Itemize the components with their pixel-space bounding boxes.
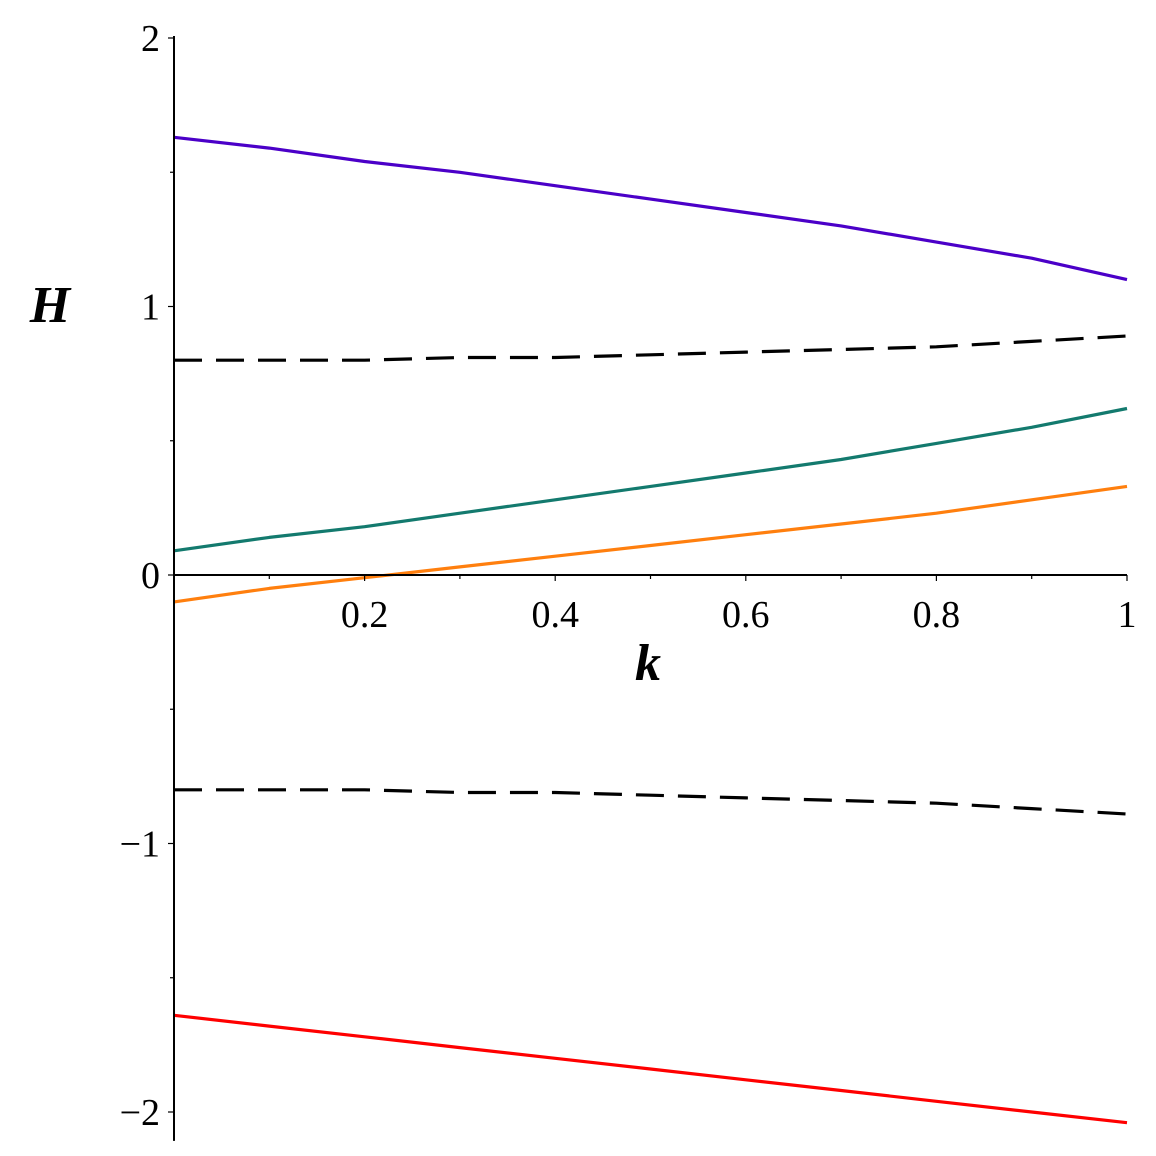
series-6-line [173,1013,1128,1125]
x-axis-label: k [635,635,661,692]
series-3-line [173,406,1128,553]
axes-group [173,36,1127,1141]
ticks-group: 0.2 0.4 0.6 0.8 1 2 1 0 −1 −2 [120,18,1137,1134]
y-tick-label: 0 [141,555,160,597]
x-tick-label: 0.2 [341,594,389,636]
x-tick-label: 0.6 [722,594,770,636]
series-group [173,135,1128,1125]
series-5-line [174,788,1128,816]
series-4-line [173,484,1128,604]
y-axis-label: H [29,277,72,334]
y-tick-label: 1 [141,287,160,329]
y-tick-label: 2 [141,18,160,60]
y-tick-label: −2 [120,1092,160,1134]
x-tick-label: 1 [1118,594,1137,636]
series-1-line [173,135,1128,282]
series-2-line [174,334,1128,362]
y-tick-label: −1 [120,824,160,866]
x-tick-label: 0.8 [913,594,961,636]
x-tick-label: 0.4 [531,594,579,636]
